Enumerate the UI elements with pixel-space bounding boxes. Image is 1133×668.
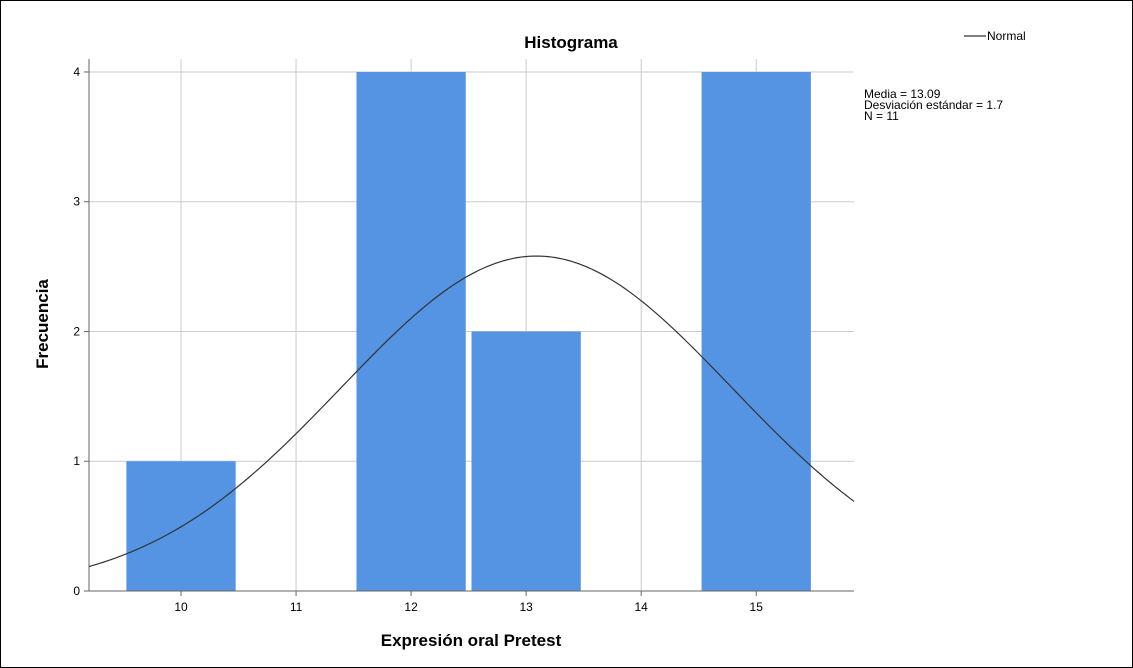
- histogram-bar: [356, 71, 466, 592]
- stats-box: Media = 13.09 Desviación estándar = 1.7 …: [864, 87, 1003, 123]
- x-tick-label: 14: [635, 600, 649, 614]
- x-axis-title: Expresión oral Pretest: [381, 631, 562, 650]
- y-tick-label: 3: [73, 195, 80, 209]
- stat-std: Desviación estándar = 1.7: [864, 98, 1003, 112]
- x-tick-label: 10: [174, 600, 188, 614]
- axes: [88, 59, 854, 592]
- x-tick-label: 15: [750, 600, 764, 614]
- histogram-bar: [701, 71, 811, 592]
- x-tick-label: 12: [404, 600, 418, 614]
- y-tick-label: 1: [73, 454, 80, 468]
- y-axis-title: Frecuencia: [33, 279, 52, 369]
- x-tick-label: 11: [290, 600, 303, 614]
- stat-n: N = 11: [864, 109, 899, 123]
- stat-mean: Media = 13.09: [864, 87, 941, 101]
- x-tick-label: 13: [519, 600, 533, 614]
- y-tick-label: 2: [73, 324, 80, 338]
- y-tick-label: 4: [73, 65, 80, 79]
- histogram-bar: [471, 331, 581, 591]
- chart-title: Histograma: [524, 33, 618, 52]
- legend-label-normal: Normal: [987, 29, 1026, 43]
- legend: Normal: [964, 29, 1026, 43]
- normal-curve-line: [88, 255, 855, 568]
- y-tick-label: 0: [73, 584, 80, 598]
